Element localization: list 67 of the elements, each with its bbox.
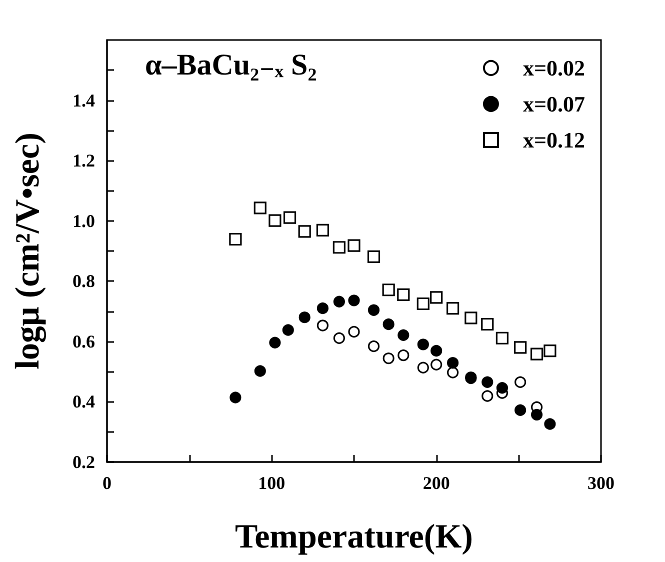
- point: [348, 326, 360, 338]
- x-axis-title: Temperature(K): [235, 518, 473, 556]
- point: [332, 241, 346, 254]
- point: [316, 224, 330, 236]
- y-tick-label: 0.6: [72, 331, 95, 352]
- point: [268, 214, 282, 227]
- point: [333, 296, 345, 308]
- point: [481, 318, 494, 331]
- chart-title: α–BaCu₂₋ₓ S₂: [145, 48, 317, 82]
- legend-label: x=0.02: [522, 56, 586, 80]
- point: [514, 341, 527, 354]
- point: [367, 250, 380, 264]
- point: [230, 392, 242, 404]
- point: [482, 376, 494, 388]
- point: [416, 297, 430, 310]
- y-tick-label: 1.0: [72, 210, 95, 231]
- point: [417, 362, 429, 374]
- y-tick-label: 0.2: [72, 452, 95, 472]
- point: [417, 338, 429, 350]
- point: [514, 376, 526, 388]
- point: [464, 312, 478, 324]
- legend-label: x=0.12: [522, 128, 586, 152]
- point: [430, 344, 442, 357]
- point: [446, 302, 460, 315]
- point: [514, 404, 526, 416]
- point: [447, 366, 459, 378]
- point: [382, 318, 394, 330]
- x-tick-label: 300: [588, 473, 614, 493]
- y-tick-label: 0.8: [72, 271, 95, 292]
- point: [430, 291, 443, 304]
- x-tick-label: 0: [102, 473, 112, 493]
- point: [316, 320, 329, 332]
- point: [496, 332, 508, 344]
- point: [482, 390, 494, 402]
- point: [544, 344, 556, 358]
- point: [530, 408, 543, 420]
- point: [397, 288, 410, 302]
- y-axis-title: logμ (cm²/V•sec): [10, 132, 46, 370]
- x-tick-label: 100: [258, 473, 286, 493]
- point: [496, 382, 508, 394]
- point: [447, 357, 459, 369]
- point: [530, 348, 544, 360]
- point: [298, 225, 311, 238]
- point: [316, 302, 329, 314]
- point: [382, 352, 394, 364]
- x-tick-label: 200: [422, 473, 450, 493]
- legend-label: x=0.07: [522, 92, 586, 116]
- point: [283, 211, 296, 224]
- point: [254, 202, 266, 214]
- point: [398, 349, 410, 362]
- point: [348, 294, 360, 306]
- point: [282, 324, 294, 336]
- point: [368, 340, 380, 352]
- point: [254, 365, 266, 377]
- point: [430, 358, 442, 370]
- point: [368, 304, 380, 316]
- point: [298, 312, 310, 324]
- point: [382, 284, 395, 296]
- y-tick-label: 1.2: [72, 150, 95, 171]
- point: [398, 329, 410, 341]
- point: [544, 418, 556, 430]
- point: [269, 336, 281, 348]
- y-tick-label: 1.4: [72, 90, 95, 110]
- y-tick-label: 0.4: [72, 392, 95, 412]
- point: [348, 239, 360, 252]
- point: [229, 232, 242, 246]
- point: [333, 332, 345, 344]
